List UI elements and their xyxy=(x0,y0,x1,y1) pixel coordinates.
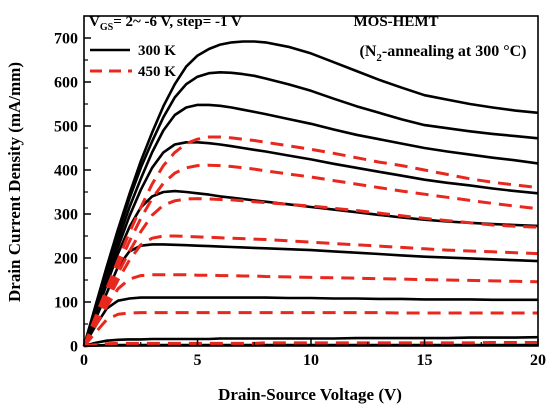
vgs-annotation: VGS= 2~ -6 V, step= -1 V xyxy=(89,14,242,33)
x-tick-label-3: 15 xyxy=(417,352,433,369)
series-1-curve-6 xyxy=(83,341,538,348)
curves-layer xyxy=(82,40,539,348)
legend-label-300k: 300 K xyxy=(138,43,176,59)
series-1-curve-2 xyxy=(82,197,539,347)
series-0-curve-8 xyxy=(83,343,538,348)
legend-label-450k: 450 K xyxy=(138,64,176,80)
y-axis-title: Drain Current Density (mA/mm) xyxy=(5,62,24,302)
x-tick-label-0: 0 xyxy=(80,352,88,369)
device-label: MOS-HEMT xyxy=(354,14,439,30)
series-0-curve-0 xyxy=(82,40,539,347)
annealing-condition-sub: 2 xyxy=(376,52,382,64)
series-0-curve-6 xyxy=(82,296,538,347)
y-tick-label-5: 500 xyxy=(54,119,78,136)
x-tick-label-2: 10 xyxy=(303,352,319,369)
y-tick-label-3: 300 xyxy=(54,207,78,224)
series-0-curve-5 xyxy=(82,243,539,347)
series-0-curve-2 xyxy=(82,103,539,347)
x-axis-title: Drain-Source Voltage (V) xyxy=(218,385,402,404)
y-tick-label-4: 400 xyxy=(54,163,78,180)
y-tick-label-1: 100 xyxy=(54,295,78,312)
x-tick-label-4: 20 xyxy=(530,352,546,369)
vgs-annotation-v: V xyxy=(89,14,100,30)
series-0-curve-3 xyxy=(82,141,539,347)
series-0-curve-1 xyxy=(82,71,539,347)
legend: 300 K 450 K xyxy=(90,43,176,80)
y-tick-label-2: 200 xyxy=(54,251,78,268)
y-tick-label-0: 0 xyxy=(70,339,78,356)
annealing-condition-pre: (N xyxy=(359,43,376,60)
y-tick-label-6: 600 xyxy=(54,75,78,92)
series-0-curve-7 xyxy=(83,335,539,348)
annealing-condition: (N2-annealing at 300 °C) xyxy=(359,43,526,64)
x-tick-label-1: 5 xyxy=(194,352,202,369)
vgs-annotation-sub: GS xyxy=(100,22,114,33)
vgs-annotation-rest: = 2~ -6 V, step= -1 V xyxy=(113,14,242,30)
series-1-curve-3 xyxy=(82,234,539,347)
series-1-curve-1 xyxy=(82,163,539,347)
series-1-curve-4 xyxy=(82,273,539,347)
y-tick-label-7: 700 xyxy=(54,31,78,48)
series-1-curve-5 xyxy=(82,311,538,347)
series-0-curve-4 xyxy=(82,189,539,347)
annealing-condition-post: -annealing at 300 °C) xyxy=(382,43,527,60)
